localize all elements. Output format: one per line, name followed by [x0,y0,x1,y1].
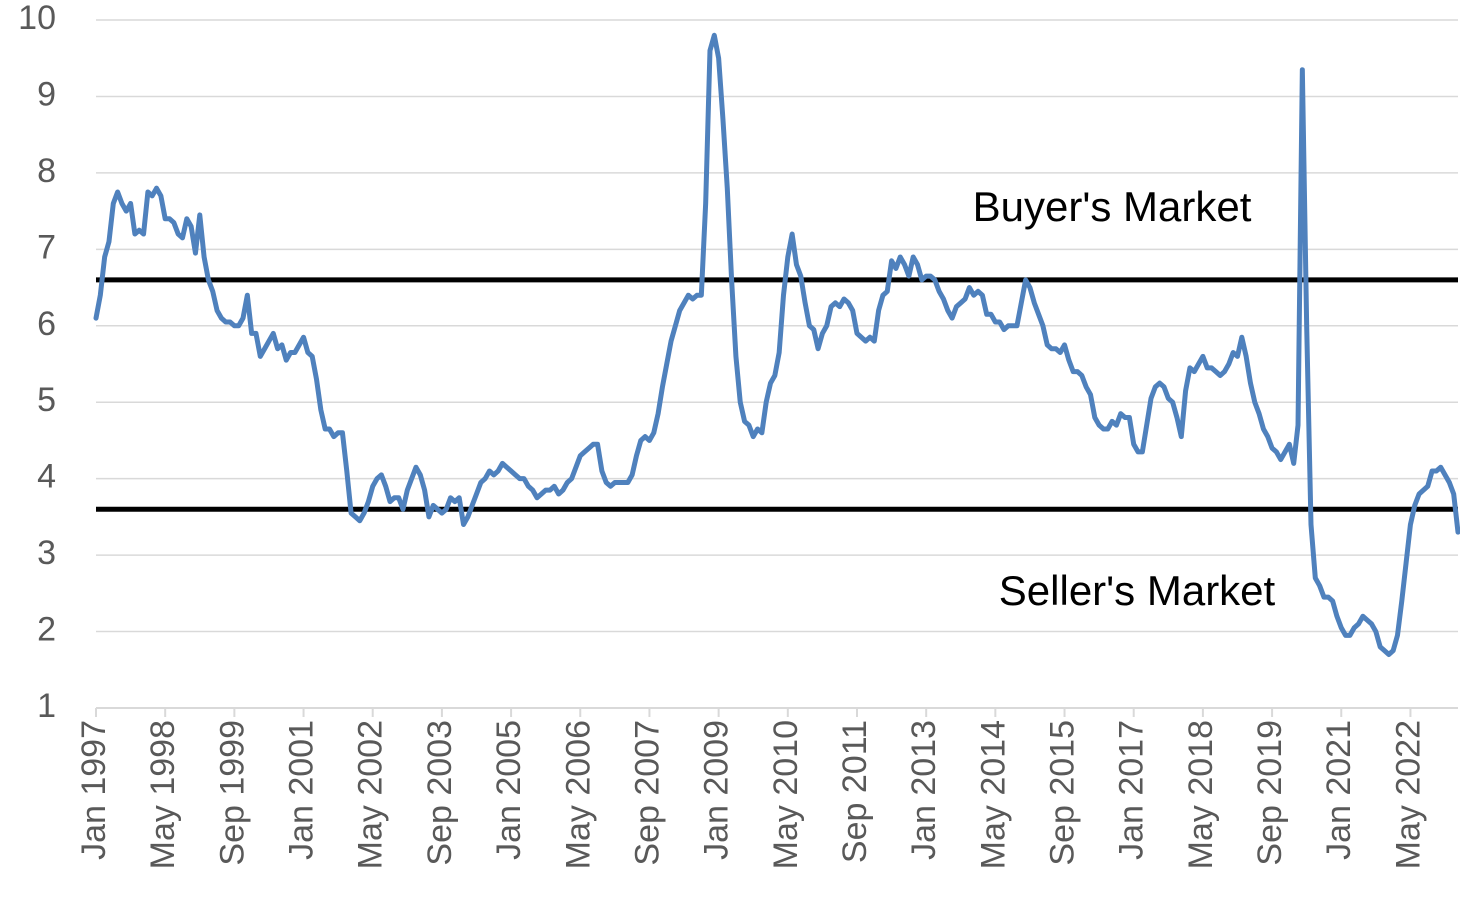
x-tick-label: Jan 2009 [698,720,736,860]
y-tick-label: 4 [37,458,56,496]
x-tick-label: Jan 1997 [75,720,113,860]
y-tick-label: 5 [37,381,56,419]
x-tick-label: Jan 2005 [490,720,528,860]
x-tick-label: Sep 2015 [1044,720,1082,866]
y-tick-label: 6 [37,305,56,343]
x-tick-label: Sep 2007 [628,720,666,866]
x-tick-label: Sep 2003 [421,720,459,866]
x-tick-label: Sep 2011 [836,720,874,863]
data-line [93,32,1460,657]
x-tick-label: Sep 2019 [1251,720,1289,866]
x-tick-label: Jan 2013 [905,720,943,860]
y-tick-label: 9 [37,75,56,113]
y-tick-label: 1 [37,687,56,725]
x-tick-label: May 2010 [767,720,805,869]
y-tick-label: 7 [37,228,56,266]
x-tick-label: May 2022 [1389,720,1427,869]
x-tick-label: Jan 2021 [1320,720,1358,860]
x-tick-label: May 2006 [559,720,597,869]
y-tick-label: 10 [18,0,56,37]
x-tick-label: Jan 2017 [1113,720,1151,860]
x-tick-label: Sep 1999 [213,720,251,866]
y-tick-label: 3 [37,534,56,572]
x-tick-label: May 2002 [352,720,390,869]
y-tick-label: 2 [37,611,56,649]
annotation: Buyer's Market [973,183,1252,230]
x-tick-label: May 2018 [1182,720,1220,869]
x-tick-label: May 2014 [974,720,1012,869]
annotation: Seller's Market [999,567,1276,614]
x-tick-label: Jan 2001 [283,720,321,860]
x-tick-label: May 1998 [144,720,182,869]
y-tick-label: 8 [37,152,56,190]
